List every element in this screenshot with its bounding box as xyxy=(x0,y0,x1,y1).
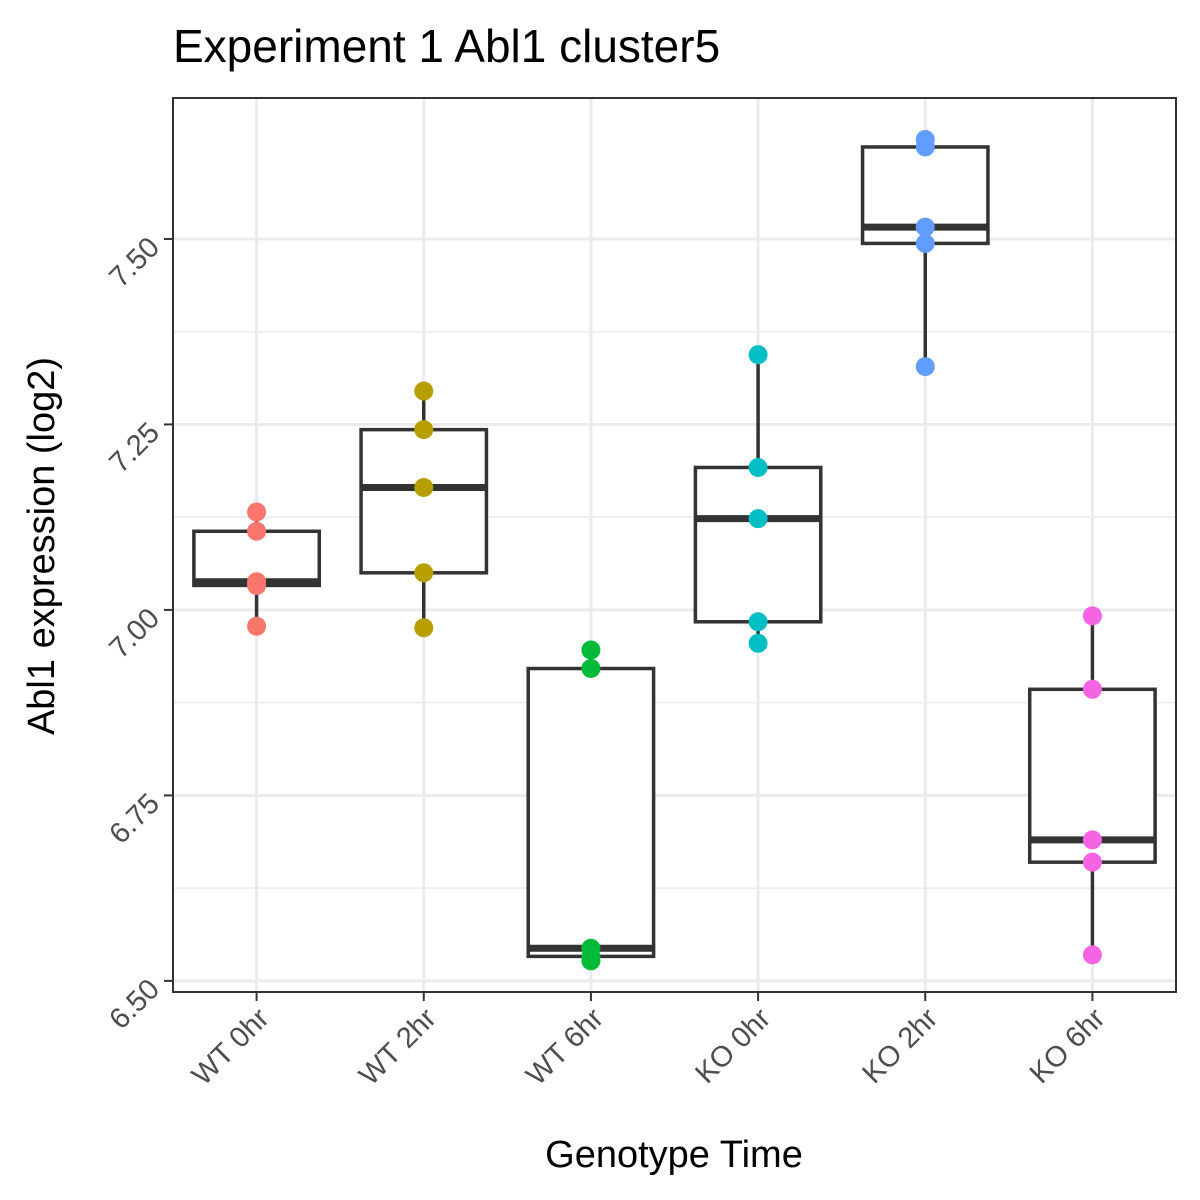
data-point xyxy=(1082,830,1102,850)
data-point xyxy=(247,616,267,636)
data-point xyxy=(915,233,935,253)
x-tick-label: WT 6hr xyxy=(520,1002,610,1092)
data-point xyxy=(414,381,434,401)
data-point xyxy=(247,502,267,522)
data-point xyxy=(1082,606,1102,626)
x-axis: WT 0hr WT 2hr WT 6hr KO 0hr KO 2hr KO 6hr xyxy=(186,992,1112,1092)
x-tick-label: WT 0hr xyxy=(186,1002,276,1092)
box-body xyxy=(526,666,656,959)
panel-border xyxy=(172,97,1177,993)
box-wt-6hr xyxy=(526,649,656,961)
data-point xyxy=(915,130,935,150)
x-tick-label: KO 2hr xyxy=(857,1002,945,1090)
x-tick-label: WT 2hr xyxy=(353,1002,443,1092)
data-point xyxy=(748,612,768,632)
y-tick-label: 7.25 xyxy=(103,417,166,480)
plot-panel xyxy=(173,98,1176,992)
data-point xyxy=(414,563,434,583)
y-axis: 6.50 6.75 7.00 7.25 7.50 xyxy=(103,231,173,1036)
data-point xyxy=(1082,852,1102,872)
data-point xyxy=(414,618,434,638)
plot-background xyxy=(173,98,1176,992)
data-point xyxy=(915,357,935,377)
data-point xyxy=(748,457,768,477)
data-point xyxy=(915,217,935,237)
x-tick-label: KO 6hr xyxy=(1024,1002,1112,1090)
data-point xyxy=(581,659,601,679)
y-tick-label: 6.75 xyxy=(103,788,166,851)
data-point xyxy=(1082,945,1102,965)
data-point xyxy=(748,345,768,365)
data-point xyxy=(414,478,434,498)
data-point xyxy=(414,420,434,440)
data-point xyxy=(247,521,267,541)
data-point xyxy=(581,640,601,660)
panel-frame xyxy=(172,97,1177,993)
box-wt-2hr xyxy=(359,391,489,628)
points-layer xyxy=(247,130,1102,971)
box-body xyxy=(693,465,823,624)
y-axis-title: Abl1 expression (log2) xyxy=(21,357,63,735)
x-axis-title: Genotype Time xyxy=(545,1134,803,1176)
data-point xyxy=(748,633,768,653)
data-point xyxy=(581,938,601,958)
data-point xyxy=(1082,679,1102,699)
data-point xyxy=(748,509,768,529)
y-tick-label: 7.00 xyxy=(103,602,166,665)
y-tick-label: 7.50 xyxy=(103,231,166,294)
box-body xyxy=(359,427,489,575)
boxes-layer xyxy=(192,139,1157,961)
y-tick-label: 6.50 xyxy=(103,973,166,1036)
x-tick-label: KO 0hr xyxy=(689,1002,777,1090)
data-point xyxy=(247,572,267,592)
chart-title: Experiment 1 Abl1 cluster5 xyxy=(173,20,720,72)
